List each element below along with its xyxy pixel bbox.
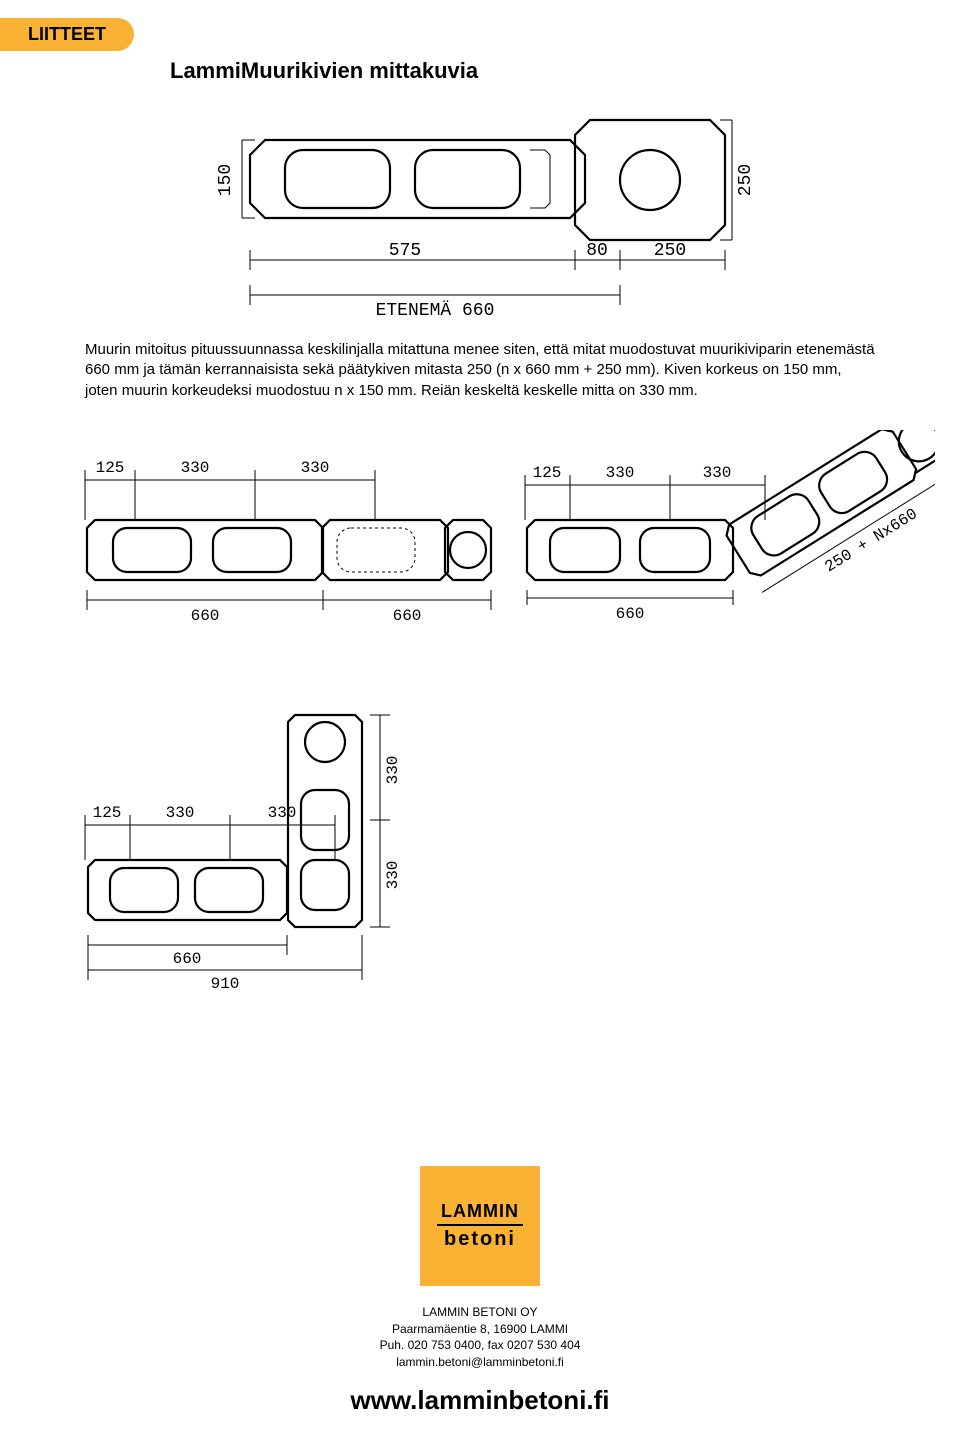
svg-text:330: 330 [703, 464, 732, 482]
company-phone: Puh. 020 753 0400, fax 0207 530 404 [0, 1337, 960, 1354]
svg-text:330: 330 [384, 861, 402, 890]
dim-height-left: 150 [216, 164, 236, 196]
logo: LAMMIN betoni [420, 1166, 540, 1286]
svg-text:330: 330 [384, 756, 402, 785]
footer: LAMMIN betoni LAMMIN BETONI OY Paarmamäe… [0, 1166, 960, 1416]
company-info: LAMMIN BETONI OY Paarmamäentie 8, 16900 … [0, 1304, 960, 1371]
svg-text:330: 330 [606, 464, 635, 482]
dim-575: 575 [389, 241, 421, 261]
svg-text:330: 330 [166, 804, 195, 822]
logo-line2: betoni [444, 1228, 516, 1251]
svg-text:660: 660 [616, 605, 645, 623]
logo-line1: LAMMIN [437, 1201, 523, 1226]
page-title: LammiMuurikivien mittakuvia [170, 58, 478, 84]
svg-text:125: 125 [96, 459, 125, 477]
body-paragraph: Muurin mitoitus pituussuunnassa keskilin… [85, 340, 875, 401]
svg-text:330: 330 [181, 459, 210, 477]
caption-etenema: ETENEMÄ 660 [376, 300, 495, 320]
svg-text:125: 125 [533, 464, 562, 482]
svg-text:660: 660 [191, 607, 220, 625]
svg-text:330: 330 [301, 459, 330, 477]
svg-text:330: 330 [268, 804, 297, 822]
svg-text:125: 125 [93, 804, 122, 822]
svg-text:660: 660 [393, 607, 422, 625]
section-tab: LIITTEET [0, 18, 134, 51]
figure-mid-left: 125 330 330 660 660 [55, 450, 495, 650]
website-url: www.lamminbetoni.fi [0, 1385, 960, 1416]
figure-mid-right: 125 330 330 250 + Nx660 660 [505, 430, 935, 680]
company-name: LAMMIN BETONI OY [0, 1304, 960, 1321]
company-addr: Paarmamäentie 8, 16900 LAMMI [0, 1321, 960, 1338]
dim-height-right: 250 [736, 164, 756, 196]
svg-text:660: 660 [173, 950, 202, 968]
company-email: lammin.betoni@lamminbetoni.fi [0, 1354, 960, 1371]
dim-250: 250 [654, 241, 686, 261]
figure-top: 150 250 575 80 250 ETENEMÄ 660 [170, 100, 790, 320]
svg-text:910: 910 [211, 975, 240, 993]
dim-80: 80 [586, 241, 608, 261]
figure-bottom: 125 330 330 330 330 660 910 [55, 680, 475, 1020]
svg-text:250 + Nx660: 250 + Nx660 [822, 505, 921, 576]
